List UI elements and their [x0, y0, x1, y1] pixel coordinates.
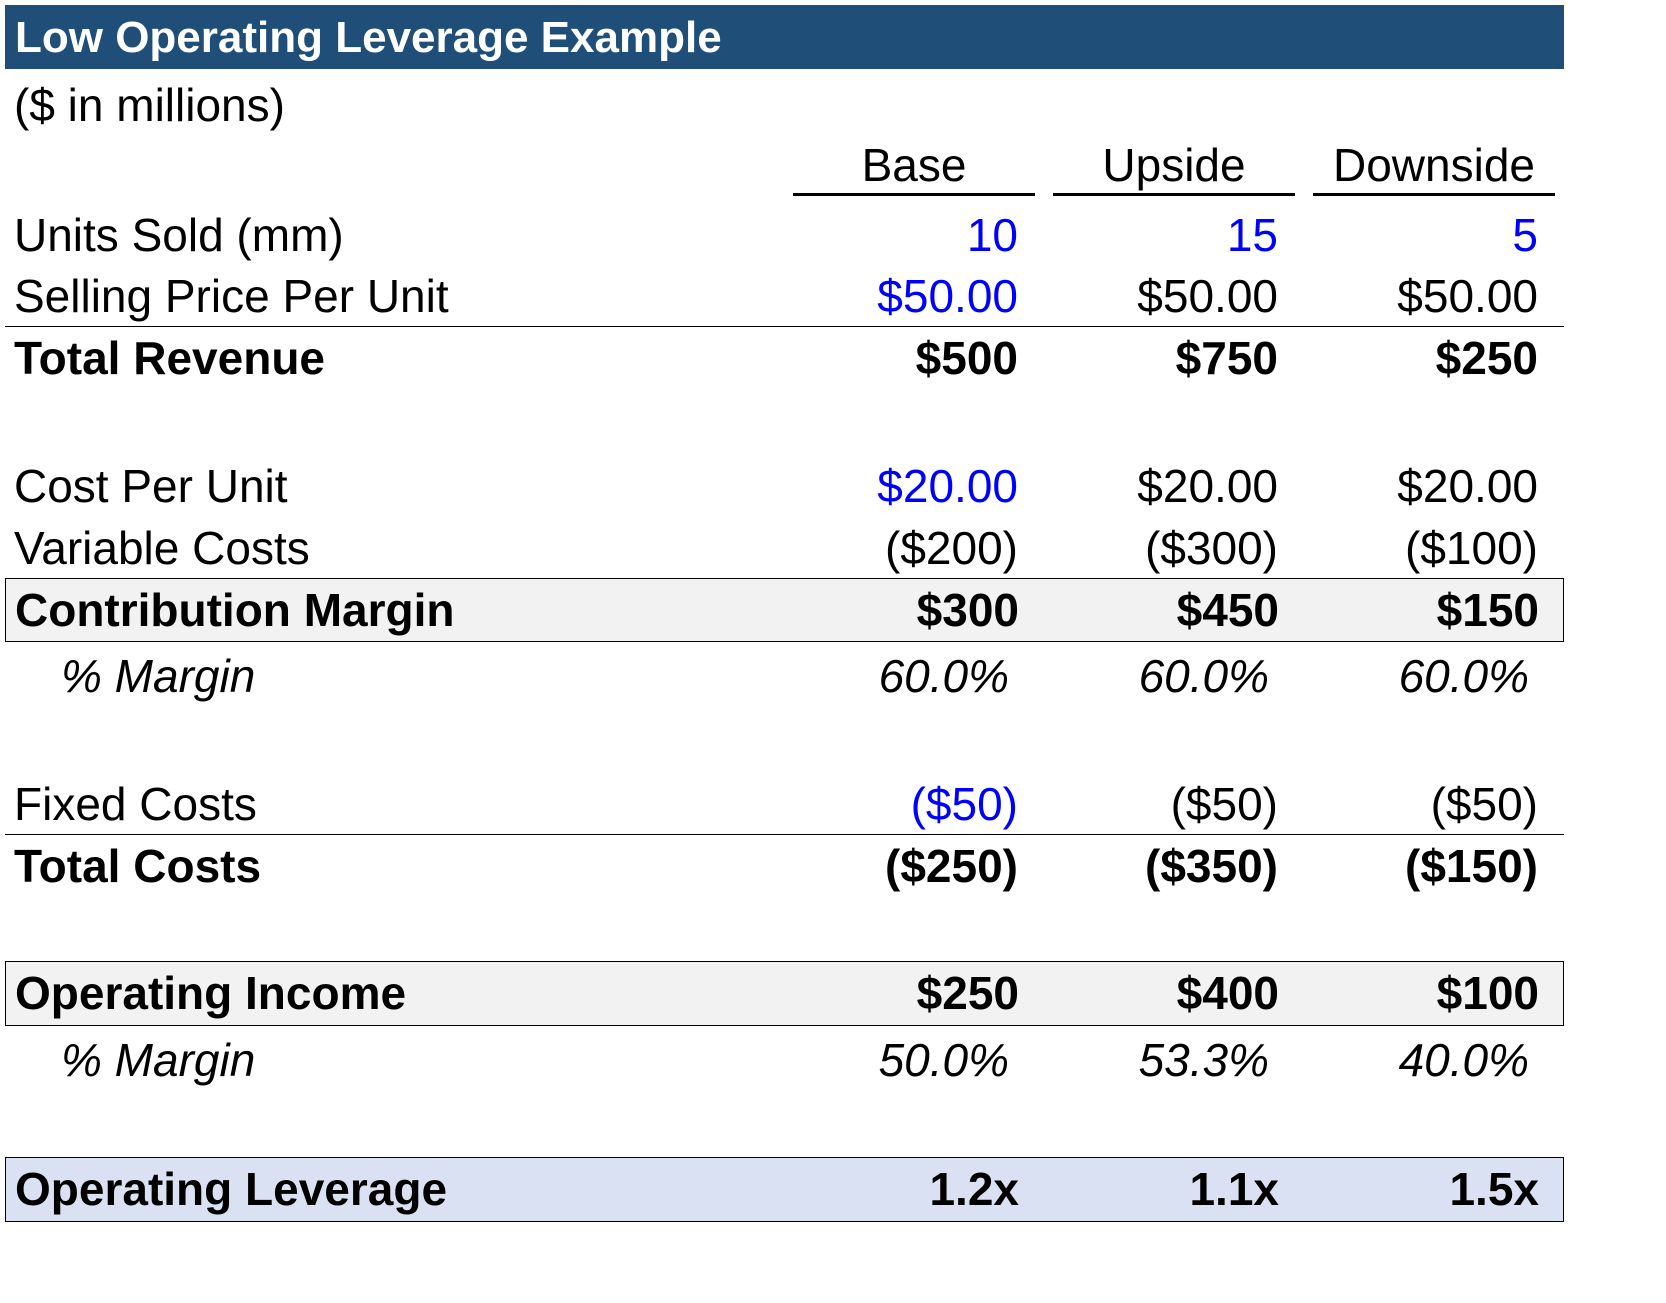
- row-label: % Margin: [61, 650, 256, 702]
- cell-base: 1.2x: [929, 1163, 1019, 1215]
- cell-base: 10: [966, 209, 1018, 261]
- cell-upside: ($350): [1145, 840, 1278, 892]
- cell-base: ($200): [885, 522, 1018, 574]
- cell-upside: $750: [1175, 332, 1278, 384]
- cell-upside: $450: [1176, 584, 1279, 636]
- cell-base: $500: [915, 332, 1018, 384]
- column-header-upside: Upside: [1053, 138, 1295, 196]
- cell-upside: 60.0%: [1138, 650, 1269, 702]
- cell-base: $300: [916, 584, 1019, 636]
- cell-base: 50.0%: [878, 1034, 1009, 1086]
- cell-base: $50.00: [877, 270, 1018, 322]
- row-label: Selling Price Per Unit: [14, 270, 449, 322]
- cell-upside: $400: [1176, 967, 1279, 1019]
- row-label: Operating Leverage: [15, 1163, 448, 1215]
- cell-downside: $250: [1435, 332, 1538, 384]
- row-contribution-pct-margin: % Margin 60.0% 60.0% 60.0%: [5, 645, 1564, 707]
- row-variable-costs: Variable Costs ($200) ($300) ($100): [5, 517, 1564, 579]
- row-selling-price: Selling Price Per Unit $50.00 $50.00 $50…: [5, 265, 1564, 327]
- row-label: Total Costs: [14, 840, 262, 892]
- row-cost-per-unit: Cost Per Unit $20.00 $20.00 $20.00: [5, 455, 1564, 517]
- cell-downside: $150: [1436, 584, 1539, 636]
- row-contribution-margin: Contribution Margin $300 $450 $150: [5, 578, 1564, 642]
- row-units-sold: Units Sold (mm) 10 15 5: [5, 204, 1564, 266]
- cell-upside: 15: [1226, 209, 1278, 261]
- row-total-revenue: Total Revenue $500 $750 $250: [5, 326, 1564, 388]
- cell-base: 60.0%: [878, 650, 1009, 702]
- cell-upside: ($50): [1170, 778, 1278, 830]
- row-operating-income: Operating Income $250 $400 $100: [5, 961, 1564, 1026]
- cell-downside: $100: [1436, 967, 1539, 1019]
- cell-downside: 5: [1512, 209, 1538, 261]
- row-label: Contribution Margin: [15, 584, 455, 636]
- cell-base: ($250): [885, 840, 1018, 892]
- cell-downside: 60.0%: [1398, 650, 1529, 702]
- cell-downside: ($50): [1430, 778, 1538, 830]
- row-label: Operating Income: [15, 967, 407, 1019]
- row-label: Cost Per Unit: [14, 460, 288, 512]
- cell-upside: $50.00: [1137, 270, 1278, 322]
- page-title: Low Operating Leverage Example: [5, 5, 1564, 69]
- cell-upside: 53.3%: [1138, 1034, 1269, 1086]
- cell-downside: $50.00: [1397, 270, 1538, 322]
- row-operating-leverage: Operating Leverage 1.2x 1.1x 1.5x: [5, 1157, 1564, 1222]
- cell-downside: ($150): [1405, 840, 1538, 892]
- row-label: Variable Costs: [14, 522, 310, 574]
- cell-upside: ($300): [1145, 522, 1278, 574]
- cell-downside: ($100): [1405, 522, 1538, 574]
- cell-downside: $20.00: [1397, 460, 1538, 512]
- column-header-downside: Downside: [1313, 138, 1555, 196]
- cell-base: $250: [916, 967, 1019, 1019]
- row-fixed-costs: Fixed Costs ($50) ($50) ($50): [5, 773, 1564, 835]
- cell-downside: 40.0%: [1398, 1034, 1529, 1086]
- row-label: Fixed Costs: [14, 778, 257, 830]
- cell-upside: $20.00: [1137, 460, 1278, 512]
- row-label: Units Sold (mm): [14, 209, 344, 261]
- row-label: % Margin: [61, 1034, 256, 1086]
- cell-base: $20.00: [877, 460, 1018, 512]
- cell-downside: 1.5x: [1449, 1163, 1539, 1215]
- row-total-costs: Total Costs ($250) ($350) ($150): [5, 834, 1564, 896]
- column-header-base: Base: [793, 138, 1035, 196]
- cell-base: ($50): [910, 778, 1018, 830]
- row-operating-pct-margin: % Margin 50.0% 53.3% 40.0%: [5, 1029, 1564, 1091]
- units-note: ($ in millions): [14, 79, 285, 131]
- row-label: Total Revenue: [14, 332, 325, 384]
- cell-upside: 1.1x: [1189, 1163, 1279, 1215]
